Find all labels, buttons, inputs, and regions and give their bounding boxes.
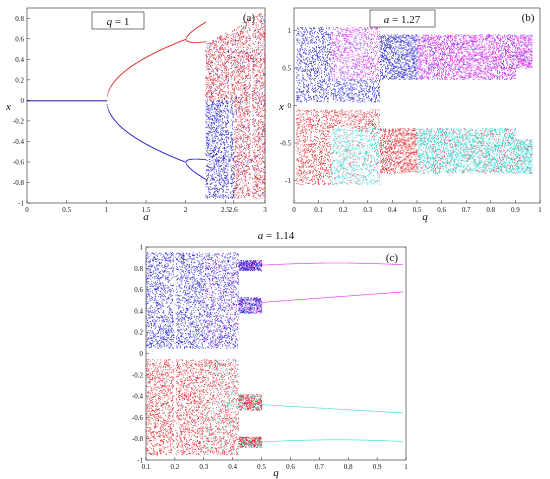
parameter-label: a = 1.27	[384, 14, 421, 26]
periodic-branch-upper-2	[261, 291, 404, 303]
x-tick-label: 0.2	[171, 463, 180, 471]
x-tick-label: 2	[184, 206, 188, 214]
x-tick-label: 0.4	[228, 463, 237, 471]
y-tick-label: 0.8	[134, 265, 143, 273]
y-tick-label: 0.6	[134, 286, 143, 294]
y-tick-label: -0.4	[132, 393, 144, 401]
series-blue-points	[146, 252, 263, 349]
series-magenta-points	[330, 26, 533, 80]
y-tick-label: 0.2	[134, 329, 143, 337]
y-axis-ticks: -1 -0.8 -0.6 -0.4 -0.2 0 0.2 0.4 0.6 0.8	[13, 15, 30, 208]
y-tick-label: 0.2	[15, 76, 24, 84]
y-tick-label: 0.4	[15, 56, 24, 64]
x-tick-label: 0.2	[339, 206, 348, 214]
x-tick-label: 2.5	[221, 206, 230, 214]
x-tick-label: 1	[538, 206, 542, 214]
x-tick-label: 0.3	[363, 206, 372, 214]
panel-c-bifurcation-chart: 0.1 0.2 0.3 0.4 0.5 0.6 0.7 0.8 0.9 1 -1-0.8-0.6-…	[132, 230, 408, 479]
y-tick-label: 0	[21, 97, 25, 105]
y-tick-label: -1	[285, 177, 291, 185]
periodic-branch-lower-2	[261, 439, 404, 443]
x-axis-ticks: 0 0.1 0.2 0.3 0.4 0.5 0.6 0.7 0.8 0.9 1	[292, 200, 542, 214]
x-tick-label: 0.5	[257, 463, 266, 471]
y-tick-label: -0.8	[132, 435, 144, 443]
parameter-label-box	[91, 11, 145, 30]
series-upper-red-points	[27, 10, 266, 199]
y-tick-label: 0	[140, 350, 144, 358]
x-tick-label: 0.8	[344, 463, 353, 471]
series-red-points	[146, 358, 263, 456]
series-lower-blue-points	[27, 14, 266, 199]
y-tick-label: -0.2	[132, 371, 144, 379]
parameter-label: a = 1.14	[258, 230, 295, 242]
x-axis-ticks: 0.1 0.2 0.3 0.4 0.5 0.6 0.7 0.8 0.9 1	[142, 457, 408, 471]
panel-label: (b)	[522, 12, 535, 24]
periodic-branch-lower-1	[261, 404, 404, 414]
y-tick-label: -1	[137, 457, 143, 465]
parameter-label-box	[369, 9, 436, 28]
x-tick-label: 0.8	[486, 206, 495, 214]
y-axis-label: x	[278, 101, 284, 113]
y-tick-label: 0.6	[15, 35, 24, 43]
plot-area	[146, 252, 404, 456]
panel-a-bifurcation-chart: 0 0.5 1 1.5 2 2.5 2.6 3 -1 -0.8 -0.6 -0.4 -0.2 0 0.2 0…	[5, 7, 267, 223]
x-tick-label: 0.5	[413, 206, 422, 214]
y-tick-label: 0.8	[15, 15, 24, 23]
x-tick-label: 3	[263, 206, 267, 214]
x-tick-label: 0.1	[314, 206, 323, 214]
x-tick-label: 0	[25, 206, 29, 214]
y-axis-label: x	[5, 101, 11, 113]
y-tick-label: -0.5	[280, 140, 292, 148]
y-tick-label: -0.4	[13, 138, 25, 146]
x-tick-label: 0	[292, 206, 296, 214]
y-tick-label: 1	[140, 244, 144, 252]
x-tick-label: 1.5	[142, 206, 151, 214]
x-tick-label: 0.4	[388, 206, 397, 214]
y-tick-label: -0.2	[13, 117, 25, 125]
x-tick-label: 0.7	[315, 463, 324, 471]
series-blue-points	[296, 26, 533, 103]
panel-b-bifurcation-chart: 0 0.1 0.2 0.3 0.4 0.5 0.6 0.7 0.8 0.9 1 -1 -0.5 0 0.5…	[278, 7, 542, 223]
plot-area	[27, 10, 266, 199]
y-tick-label: -0.6	[132, 414, 144, 422]
x-tick-label: 0.9	[373, 463, 382, 471]
x-tick-label: 1	[404, 463, 408, 471]
y-tick-label: -1	[18, 200, 24, 208]
y-axis-ticks: -1 -0.8 -0.6 -0.4 -0.2 0 0.2 0.4 0.6 0.8 1	[132, 244, 149, 465]
x-tick-label: 0.6	[437, 206, 446, 214]
series-cyan-points	[330, 128, 533, 185]
x-tick-label: 2.6	[229, 206, 238, 214]
y-axis-ticks: -1 -0.5 0 0.5 1	[280, 27, 297, 185]
x-axis-ticks: 0 0.5 1 1.5 2 2.5 2.6 3	[25, 200, 267, 214]
x-tick-label: 0.9	[511, 206, 520, 214]
x-tick-label: 0.6	[286, 463, 295, 471]
x-tick-label: 0.3	[199, 463, 208, 471]
panel-label: (a)	[243, 12, 256, 24]
y-tick-label: -0.8	[13, 179, 25, 187]
x-axis-label: q	[422, 211, 428, 223]
plot-frame	[26, 7, 266, 204]
y-tick-label: 0.5	[282, 65, 291, 73]
x-tick-label: 0.7	[462, 206, 471, 214]
x-axis-label: q	[273, 467, 279, 479]
x-tick-label: 1	[105, 206, 109, 214]
y-tick-label: 0	[288, 102, 292, 110]
x-tick-label: 0.1	[142, 463, 151, 471]
x-tick-label: 0.5	[62, 206, 71, 214]
y-tick-label: 0.4	[134, 307, 143, 315]
plot-area	[296, 26, 533, 185]
series-red-points	[296, 109, 533, 185]
series-magenta-points	[204, 253, 263, 349]
x-axis-label: a	[143, 211, 149, 223]
y-tick-label: -0.6	[13, 158, 25, 166]
parameter-label: q = 1	[107, 16, 130, 28]
y-tick-label: 1	[288, 27, 292, 35]
periodic-branch-upper-1	[261, 262, 404, 266]
panel-label: (c)	[386, 252, 399, 264]
